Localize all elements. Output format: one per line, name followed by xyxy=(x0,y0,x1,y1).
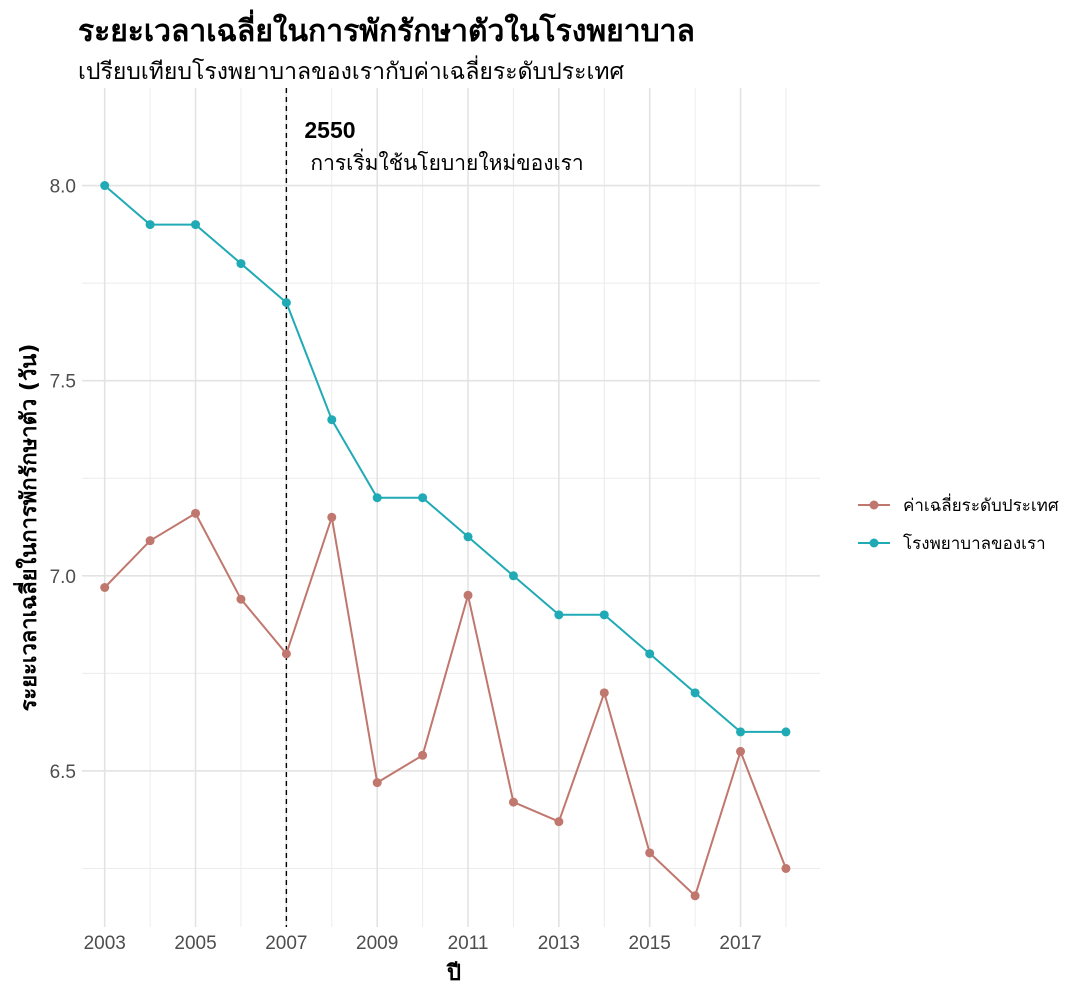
data-point xyxy=(463,532,473,542)
series-line-1 xyxy=(103,512,787,897)
data-point xyxy=(554,610,564,620)
data-point xyxy=(736,727,746,737)
x-tick-label: 2009 xyxy=(356,933,398,954)
y-tick-label: 8.0 xyxy=(50,177,76,198)
data-point xyxy=(463,590,473,600)
y-tick-label: 6.5 xyxy=(50,762,76,783)
y-tick-label: 7.5 xyxy=(50,372,76,393)
data-point xyxy=(508,797,518,807)
data-point xyxy=(100,582,110,592)
x-tick-label: 2005 xyxy=(174,933,216,954)
data-point xyxy=(736,746,746,756)
series xyxy=(100,181,791,901)
x-tick-label: 2015 xyxy=(629,933,671,954)
y-axis-ticks: 6.5 7.0 7.5 8.0 xyxy=(50,177,76,783)
data-point xyxy=(281,298,291,308)
data-point xyxy=(599,688,609,698)
data-point xyxy=(100,181,110,191)
data-point xyxy=(281,649,291,659)
data-point xyxy=(690,688,700,698)
legend-swatch-point xyxy=(869,538,879,548)
x-axis-ticks: 2003 2005 2007 2009 2011 2013 2015 2017 xyxy=(84,933,762,954)
data-point xyxy=(145,536,155,546)
x-axis-title: ปี xyxy=(446,961,461,986)
data-point xyxy=(554,817,564,827)
annotation: 2550 การเริ่มใช้นโยบายใหม่ของเรา xyxy=(285,88,584,927)
data-point xyxy=(418,493,428,503)
annotation-year-label: 2550 xyxy=(304,117,355,143)
y-axis-title: ระยะเวลาเฉลี่ยในการพักรักษาตัว (วัน) xyxy=(12,344,42,712)
data-point xyxy=(327,512,337,522)
data-point xyxy=(781,727,791,737)
data-point xyxy=(418,750,428,760)
legend-swatch-point xyxy=(869,500,879,510)
x-tick-label: 2011 xyxy=(448,933,489,954)
data-point xyxy=(191,220,201,230)
data-point xyxy=(781,863,791,873)
x-tick-label: 2013 xyxy=(538,933,580,954)
data-point xyxy=(645,649,655,659)
data-point xyxy=(191,508,201,518)
chart-subtitle: เปรียบเทียบโรงพยาบาลของเรากับค่าเฉลี่ยระ… xyxy=(78,59,625,85)
data-point xyxy=(236,259,246,269)
annotation-text: การเริ่มใช้นโยบายใหม่ของเรา xyxy=(310,148,583,175)
y-tick-label: 7.0 xyxy=(50,567,76,588)
data-point xyxy=(372,778,382,788)
data-point xyxy=(372,493,382,503)
series-line-2 xyxy=(104,184,786,733)
x-tick-label: 2007 xyxy=(265,933,307,954)
data-point xyxy=(690,891,700,901)
legend-label: โรงพยาบาลของเรา xyxy=(903,533,1046,554)
x-tick-label: 2017 xyxy=(719,933,761,954)
data-point xyxy=(645,848,655,858)
data-point xyxy=(145,220,155,230)
chart-title: ระยะเวลาเฉลี่ยในการพักรักษาตัวในโรงพยาบา… xyxy=(78,14,695,49)
data-point xyxy=(236,594,246,604)
x-tick-label: 2003 xyxy=(84,933,126,954)
grid xyxy=(82,88,820,927)
data-point xyxy=(327,415,337,425)
data-point xyxy=(599,610,609,620)
legend-label: ค่าเฉลี่ยระดับประเทศ xyxy=(903,493,1059,516)
data-point xyxy=(508,571,518,581)
